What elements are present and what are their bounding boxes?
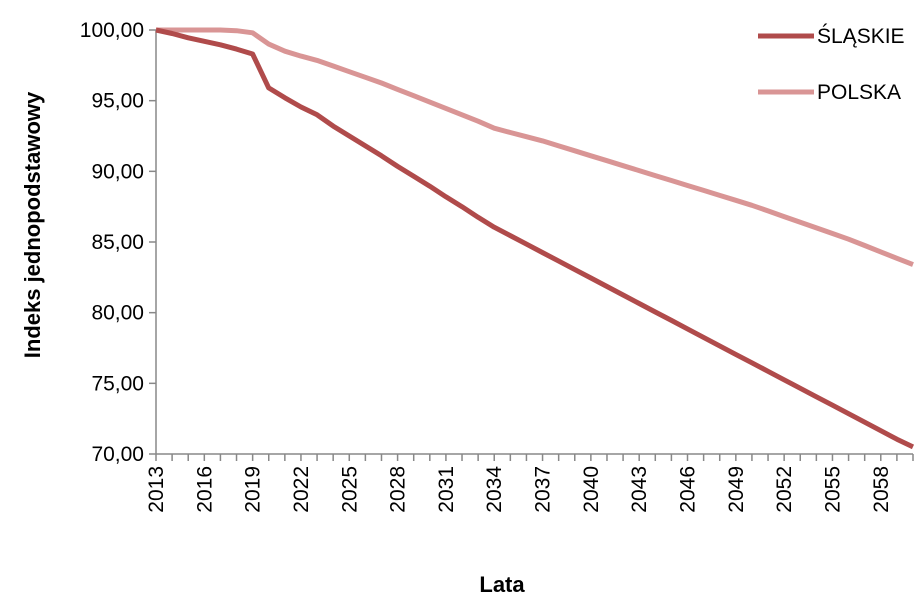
series-line-polska: [156, 27, 914, 267]
y-tick-label: 70,00: [91, 443, 144, 466]
x-tick-label: 2022: [290, 466, 313, 513]
x-tick-label: 2046: [677, 466, 700, 513]
x-tick-label: 2058: [870, 466, 893, 513]
x-tick-label: 2031: [435, 466, 458, 513]
x-tick-label: 2013: [145, 466, 168, 513]
x-tick-label: 2025: [338, 466, 361, 513]
y-tick-label: 85,00: [91, 231, 144, 254]
x-tick-label: 2052: [773, 466, 796, 513]
y-ticks: 100,00 95,00 90,00 85,00 80,00 75,00 70,00: [80, 19, 156, 466]
x-ticks: 2013 2016 2019 2022 2025 2028 2031 2034 2037 2040…: [145, 454, 914, 513]
series-lines: [155, 27, 914, 450]
series-line-śląskie: [155, 27, 914, 450]
x-tick-label: 2037: [532, 466, 555, 513]
x-tick-label: 2049: [725, 466, 748, 513]
y-tick-label: 80,00: [91, 302, 144, 325]
x-tick-label: 2034: [483, 466, 506, 513]
legend-label: ŚLĄSKIE: [817, 24, 905, 48]
x-tick-label: 2043: [628, 466, 651, 513]
y-tick-label: 90,00: [91, 160, 144, 183]
x-axis-title: Lata: [479, 572, 525, 597]
x-tick-label: 2040: [580, 466, 603, 513]
y-tick-label: 100,00: [80, 19, 144, 42]
x-tick-label: 2016: [193, 466, 216, 513]
legend: ŚLĄSKIE POLSKA: [758, 24, 905, 104]
legend-label: POLSKA: [817, 81, 901, 104]
x-tick-label: 2055: [821, 466, 844, 513]
x-tick-label: 2019: [242, 466, 265, 513]
y-axis-title: Indeks jednopodstawowy: [20, 91, 45, 358]
x-tick-label: 2028: [387, 466, 410, 513]
y-tick-label: 95,00: [91, 90, 144, 113]
y-tick-label: 75,00: [91, 372, 144, 395]
